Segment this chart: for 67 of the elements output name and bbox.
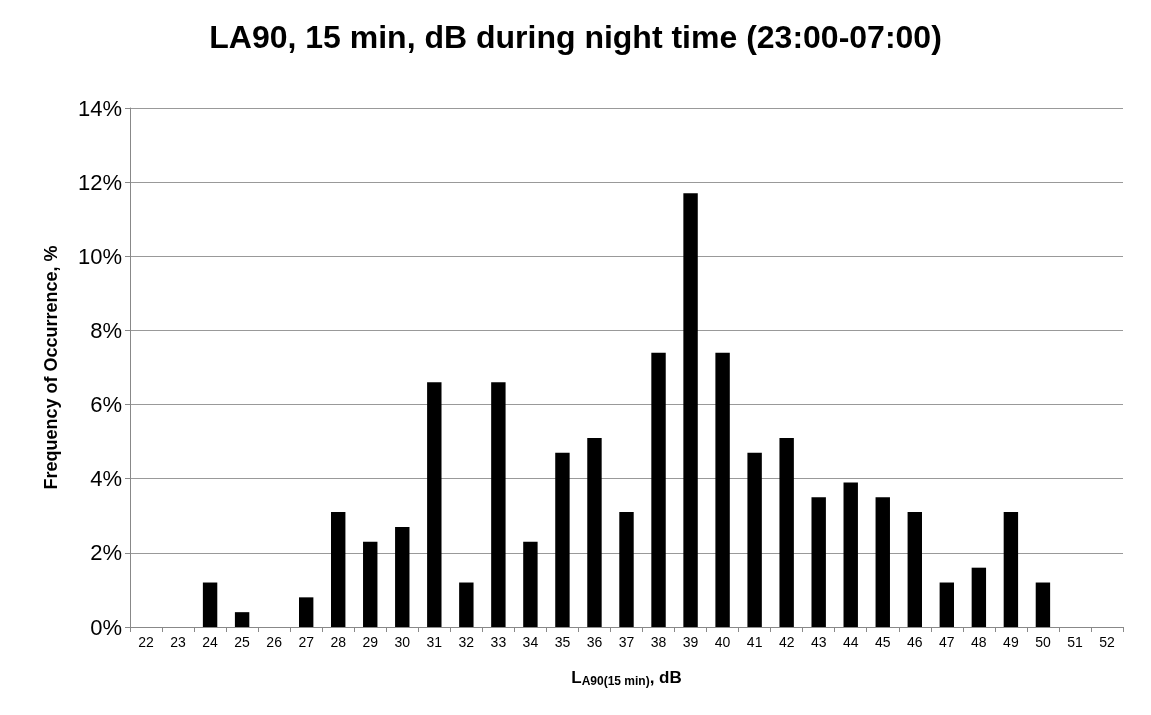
bar (875, 497, 890, 627)
x-tick-label: 45 (874, 634, 891, 650)
x-tick-label: 29 (362, 634, 379, 650)
bar (939, 582, 955, 627)
x-tick-label: 28 (330, 634, 347, 650)
y-axis-title: Frequency of Occurrence, % (41, 245, 61, 490)
bar (747, 452, 762, 627)
x-tick-label: 52 (1099, 634, 1115, 650)
bar (459, 582, 474, 627)
bar (907, 512, 922, 627)
x-tick-label: 32 (458, 634, 475, 650)
bar (651, 352, 666, 627)
bar (427, 382, 442, 627)
bar (363, 541, 378, 627)
x-tick-label: 49 (1003, 634, 1019, 650)
x-tick-label: 27 (298, 634, 315, 650)
bar (619, 512, 634, 627)
bar (683, 193, 698, 627)
y-tick-label: 10% (77, 243, 122, 269)
x-tick-label: 36 (586, 634, 603, 650)
x-tick-label: 47 (939, 634, 955, 650)
y-tick-label: 2% (90, 540, 122, 566)
bar (1035, 582, 1051, 627)
x-tick-label: 40 (714, 634, 731, 650)
x-tick-label: 22 (138, 634, 155, 650)
bar (234, 612, 250, 627)
x-tick-label: 42 (778, 634, 795, 650)
bar (298, 597, 314, 627)
x-tick-label: 46 (907, 634, 923, 650)
y-tick-label: 0% (90, 614, 122, 640)
x-tick-label: 48 (971, 634, 987, 650)
x-tick-label: 35 (554, 634, 571, 650)
x-tick-label: 33 (490, 634, 507, 650)
x-tick-label: 51 (1067, 634, 1083, 650)
x-tick-label: 25 (234, 634, 251, 650)
bar (971, 567, 987, 627)
bar (587, 437, 602, 627)
x-tick-label: 34 (522, 634, 539, 650)
chart-title: LA90, 15 min, dB during night time (23:00-07:00) (209, 19, 942, 55)
x-tick-label: 37 (618, 634, 635, 650)
bar (202, 582, 218, 627)
bar (715, 352, 730, 627)
bar (491, 382, 506, 627)
y-tick-label: 14% (77, 95, 122, 121)
y-tick-label: 6% (90, 392, 122, 418)
bar (523, 541, 538, 627)
x-tick-label: 26 (266, 634, 283, 650)
bar (843, 482, 858, 627)
y-tick-label: 4% (90, 466, 122, 492)
x-tick-label: 23 (170, 634, 187, 650)
bar (811, 497, 826, 627)
y-tick-label: 12% (77, 169, 122, 195)
x-tick-label: 41 (746, 634, 763, 650)
bar (331, 512, 346, 627)
bar (555, 452, 570, 627)
x-tick-label: 24 (202, 634, 219, 650)
bar (779, 437, 794, 627)
x-tick-label: 31 (426, 634, 443, 650)
x-tick-label: 38 (650, 634, 667, 650)
x-tick-label: 43 (810, 634, 827, 650)
y-tick-label: 8% (90, 317, 122, 343)
bar (395, 526, 410, 627)
x-tick-label: 50 (1035, 634, 1051, 650)
x-tick-label: 44 (842, 634, 859, 650)
bar (1003, 512, 1019, 627)
x-tick-label: 39 (682, 634, 699, 650)
x-tick-label: 30 (394, 634, 411, 650)
